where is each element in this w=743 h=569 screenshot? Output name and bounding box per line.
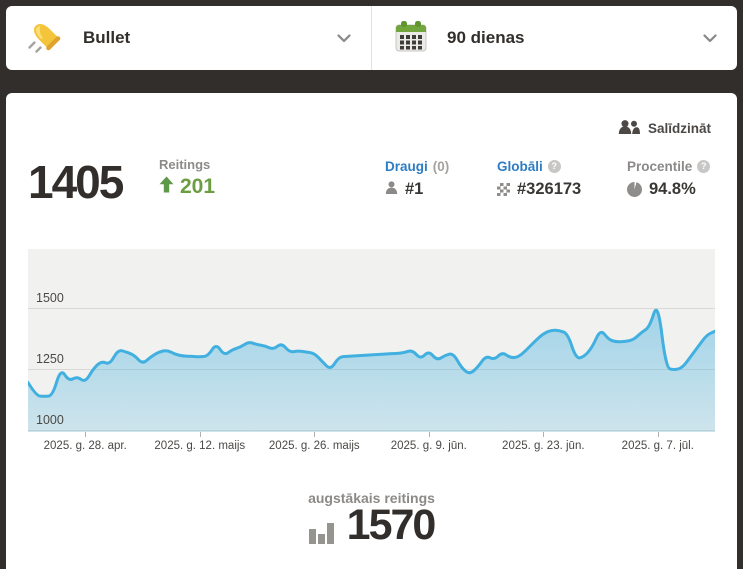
bars-icon (308, 523, 334, 547)
time-range-label: 90 dienas (447, 28, 525, 47)
percentile-label: Procentile (627, 159, 693, 174)
x-tick (199, 432, 201, 437)
selector-divider (371, 6, 372, 70)
checkerboard-icon (497, 183, 510, 196)
x-tick (657, 432, 659, 437)
chevron-down-icon (703, 33, 717, 43)
rating-area-chart[interactable] (28, 249, 715, 432)
best-rating-label: augstākais reitings (308, 490, 435, 506)
pie-icon (627, 182, 642, 197)
selector-bar: Bullet 90 dienas (6, 6, 737, 70)
stats-card: Salīdzināt 1405 Reitings 201 Draugi (0) … (6, 93, 737, 569)
best-rating-value: 1570 (346, 501, 437, 549)
rating-change-value: 201 (180, 175, 216, 198)
chevron-down-icon (337, 33, 351, 43)
x-axis-label: 2025. g. 28. apr. (43, 440, 127, 452)
x-axis-label: 2025. g. 26. maijs (268, 440, 360, 452)
people-icon (618, 119, 640, 138)
compare-label: Salīdzināt (647, 121, 711, 136)
x-tick (543, 432, 545, 437)
time-range-selector[interactable]: 90 dienas (372, 6, 737, 70)
stat-global: Globāli ? #326173 (497, 159, 581, 199)
rating-value: 1405 (28, 156, 124, 208)
person-icon (385, 180, 398, 199)
rating-label: Reitings (159, 157, 211, 172)
x-axis-label: 2025. g. 23. jūn. (502, 440, 585, 452)
best-rating-row: 1570 (6, 504, 737, 547)
stat-friends: Draugi (0) #1 (385, 159, 449, 199)
game-type-selector[interactable]: Bullet (6, 6, 371, 70)
compare-button[interactable]: Salīdzināt (618, 119, 711, 138)
x-axis-label: 2025. g. 12. maijs (154, 440, 246, 452)
x-tick (314, 432, 316, 437)
rating-change: 201 (159, 175, 215, 199)
up-arrow-icon (159, 175, 174, 199)
chart-x-axis: 2025. g. 28. apr. 2025. g. 12. maijs 2025.… (28, 432, 715, 460)
bullet-icon (26, 16, 66, 61)
x-tick (428, 432, 430, 437)
rating-line (28, 308, 715, 398)
x-tick (85, 432, 87, 437)
y-axis-label: 1250 (36, 352, 64, 367)
game-type-label: Bullet (83, 28, 131, 47)
x-axis-label: 2025. g. 7. jūl. (621, 440, 694, 452)
stat-percentile: Procentile ? 94.8% (627, 159, 711, 199)
area-fill (28, 310, 715, 432)
friends-count: (0) (432, 159, 450, 174)
question-icon[interactable]: ? (697, 160, 711, 173)
friends-link[interactable]: Draugi (385, 159, 428, 174)
y-axis-label: 1000 (36, 413, 64, 428)
global-link[interactable]: Globāli (497, 159, 543, 174)
calendar-icon (392, 17, 430, 60)
question-icon[interactable]: ? (547, 160, 561, 173)
y-axis-label: 1500 (36, 291, 64, 306)
friends-rank: #1 (405, 180, 424, 198)
percentile-value: 94.8% (649, 180, 696, 198)
chart-plot[interactable]: 1000 1250 1500 (28, 249, 715, 432)
global-rank: #326173 (517, 180, 582, 198)
x-axis-label: 2025. g. 9. jūn. (390, 440, 467, 452)
